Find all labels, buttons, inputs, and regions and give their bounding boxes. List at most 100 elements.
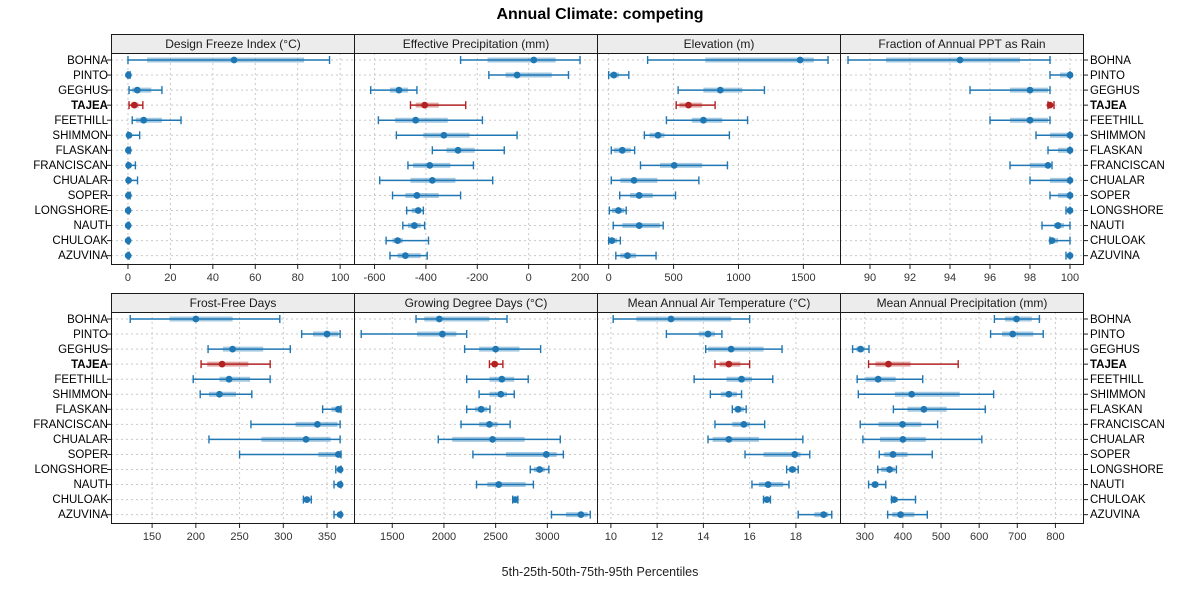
percentile-row-tajea (200, 360, 271, 369)
percentile-row-azuvina (550, 510, 591, 519)
panel-strip-mean-annual-precipitation: Mean Annual Precipitation (mm) (840, 293, 1084, 313)
row-label-right-geghus: GEGHUS (1090, 343, 1140, 356)
x-axis-tick-label: 200 (571, 272, 589, 284)
row-label-left-feethill: FEETHILL (54, 373, 108, 386)
percentile-row-azuvina (389, 251, 428, 260)
panel-plot-elevation: 0 500 1000 1500 (597, 53, 841, 284)
percentile-row-nauti (1041, 221, 1071, 230)
percentile-row-geghus (851, 345, 870, 354)
x-axis-tick-label: 200 (187, 531, 205, 543)
row-label-right-feethill: FEETHILL (1090, 114, 1144, 127)
percentile-row-shimmon (125, 131, 141, 140)
percentile-row-franciscan (125, 161, 137, 170)
row-label-right-pinto: PINTO (1090, 328, 1125, 341)
x-axis-tick-label: 16 (744, 531, 756, 543)
percentile-row-chuloak (1048, 236, 1071, 245)
percentile-row-chualar (610, 176, 700, 185)
percentile-row-pinto (300, 330, 341, 339)
percentile-row-chualar (437, 435, 561, 444)
row-labels-right-top: BOHNA PINTO GEGHUS TAJEA FEETHILL SHIMMON FLAS… (1084, 34, 1189, 266)
x-axis-tick-label: 40 (207, 272, 219, 284)
x-axis-tick-label: 700 (1008, 531, 1026, 543)
panel-strip-mean-annual-air-temperature: Mean Annual Air Temperature (°C) (597, 293, 841, 313)
x-axis-tick-label: 80 (292, 272, 304, 284)
percentile-row-longshore (785, 465, 799, 474)
percentile-row-tajea (1046, 101, 1055, 110)
row-labels-left-top: BOHNA PINTO GEGHUS TAJEA FEETHILL SHIMMON FLAS… (33, 34, 112, 266)
percentile-row-nauti (124, 221, 132, 230)
x-axis-tick-label: 1500 (791, 272, 815, 284)
x-axis-tick-label: 300 (856, 531, 874, 543)
percentile-row-geghus (369, 86, 418, 95)
row-label-left-chualar: CHUALAR (53, 433, 108, 446)
percentile-row-feethill (665, 116, 749, 125)
panel-effective-precipitation: Effective Precipitation (mm) -600 -400 -20… (354, 34, 598, 287)
percentile-row-shimmon (478, 390, 515, 399)
row-label-right-longshore: LONGSHORE (1090, 205, 1164, 217)
row-label-left-soper: SOPER (67, 448, 108, 461)
row-label-right-chualar: CHUALAR (1090, 433, 1145, 446)
percentile-row-geghus (128, 86, 163, 95)
x-axis-tick-label: -200 (466, 272, 488, 284)
x-axis-tick-label: 150 (143, 531, 161, 543)
x-axis-tick-label: 500 (932, 531, 950, 543)
percentile-row-feethill (131, 116, 182, 125)
row-label-right-azuvina: AZUVINA (1090, 250, 1140, 263)
percentile-row-nauti (475, 480, 535, 489)
percentile-row-nauti (402, 221, 426, 230)
percentile-row-franciscan (460, 420, 511, 429)
row-label-right-flaskan: FLASKAN (1090, 144, 1143, 157)
percentile-row-azuvina (615, 251, 657, 260)
percentile-row-azuvina (797, 510, 833, 519)
percentile-row-flaskan (731, 405, 747, 414)
panel-plot-fraction-ppt-as-rain: 90 92 94 96 98 100 (840, 53, 1088, 284)
row-label-left-flaskan: FLASKAN (55, 403, 108, 416)
x-axis-caption: 5th-25th-50th-75th-95th Percentiles (501, 565, 699, 579)
percentile-row-bohna (993, 315, 1041, 323)
percentile-row-shimmon (643, 131, 731, 140)
row-label-right-azuvina: AZUVINA (1090, 509, 1140, 522)
x-axis-tick-label: 1000 (726, 272, 750, 284)
x-axis-tick-label: 100 (1061, 272, 1079, 284)
row-label-left-franciscan: FRANCISCAN (33, 418, 108, 431)
percentile-row-franciscan (250, 420, 341, 429)
row-label-left-bohna: BOHNA (67, 313, 108, 326)
percentile-row-nauti (333, 480, 344, 489)
x-axis-tick-label: 12 (651, 531, 663, 543)
figure-title: Annual Climate: competing (496, 6, 704, 23)
percentile-row-flaskan (892, 405, 986, 414)
panel-elevation: Elevation (m) 0 500 1000 1500 (597, 34, 841, 287)
percentile-row-soper (1049, 191, 1074, 200)
panel-fraction-ppt-as-rain: Fraction of Annual PPT as Rain 90 92 94 96 9… (840, 34, 1088, 287)
x-axis-tick-label: 500 (664, 272, 682, 284)
percentile-row-soper (619, 191, 677, 200)
x-axis-tick-label: 800 (1046, 531, 1064, 543)
percentile-row-tajea (409, 101, 467, 110)
x-axis-tick-label: 400 (894, 531, 912, 543)
x-axis-tick-label: 18 (790, 531, 802, 543)
x-axis-tick-label: 600 (970, 531, 988, 543)
trellis-row-bottom: BOHNA PINTO GEGHUS TAJEA FEETHILL SHIMMON FLAS… (33, 293, 1189, 546)
percentile-row-pinto (124, 71, 132, 80)
row-label-right-soper: SOPER (1090, 189, 1131, 202)
percentile-row-chuloak (124, 236, 132, 245)
percentile-row-longshore (608, 206, 627, 215)
percentile-row-azuvina (886, 510, 929, 519)
percentile-row-flaskan (431, 146, 505, 155)
row-label-left-azuvina: AZUVINA (58, 509, 108, 522)
x-axis-tick-label: 14 (697, 531, 709, 543)
percentile-row-shimmon (857, 390, 995, 399)
percentile-row-feethill (989, 116, 1051, 125)
percentile-row-bohna (129, 315, 281, 323)
x-axis-tick-label: 2000 (432, 531, 456, 543)
row-label-right-chualar: CHUALAR (1090, 174, 1145, 187)
x-axis-tick-label: -400 (415, 272, 437, 284)
row-label-right-franciscan: FRANCISCAN (1090, 159, 1165, 172)
panel-strip-elevation: Elevation (m) (597, 34, 841, 54)
percentile-row-tajea (488, 360, 504, 369)
percentile-row-flaskan (610, 146, 636, 155)
row-label-left-azuvina: AZUVINA (58, 250, 108, 263)
row-labels-left-bottom: BOHNA PINTO GEGHUS TAJEA FEETHILL SHIMMON FLAS… (33, 293, 112, 525)
x-axis-tick-label: 3000 (535, 531, 559, 543)
percentile-row-chualar (707, 435, 804, 444)
